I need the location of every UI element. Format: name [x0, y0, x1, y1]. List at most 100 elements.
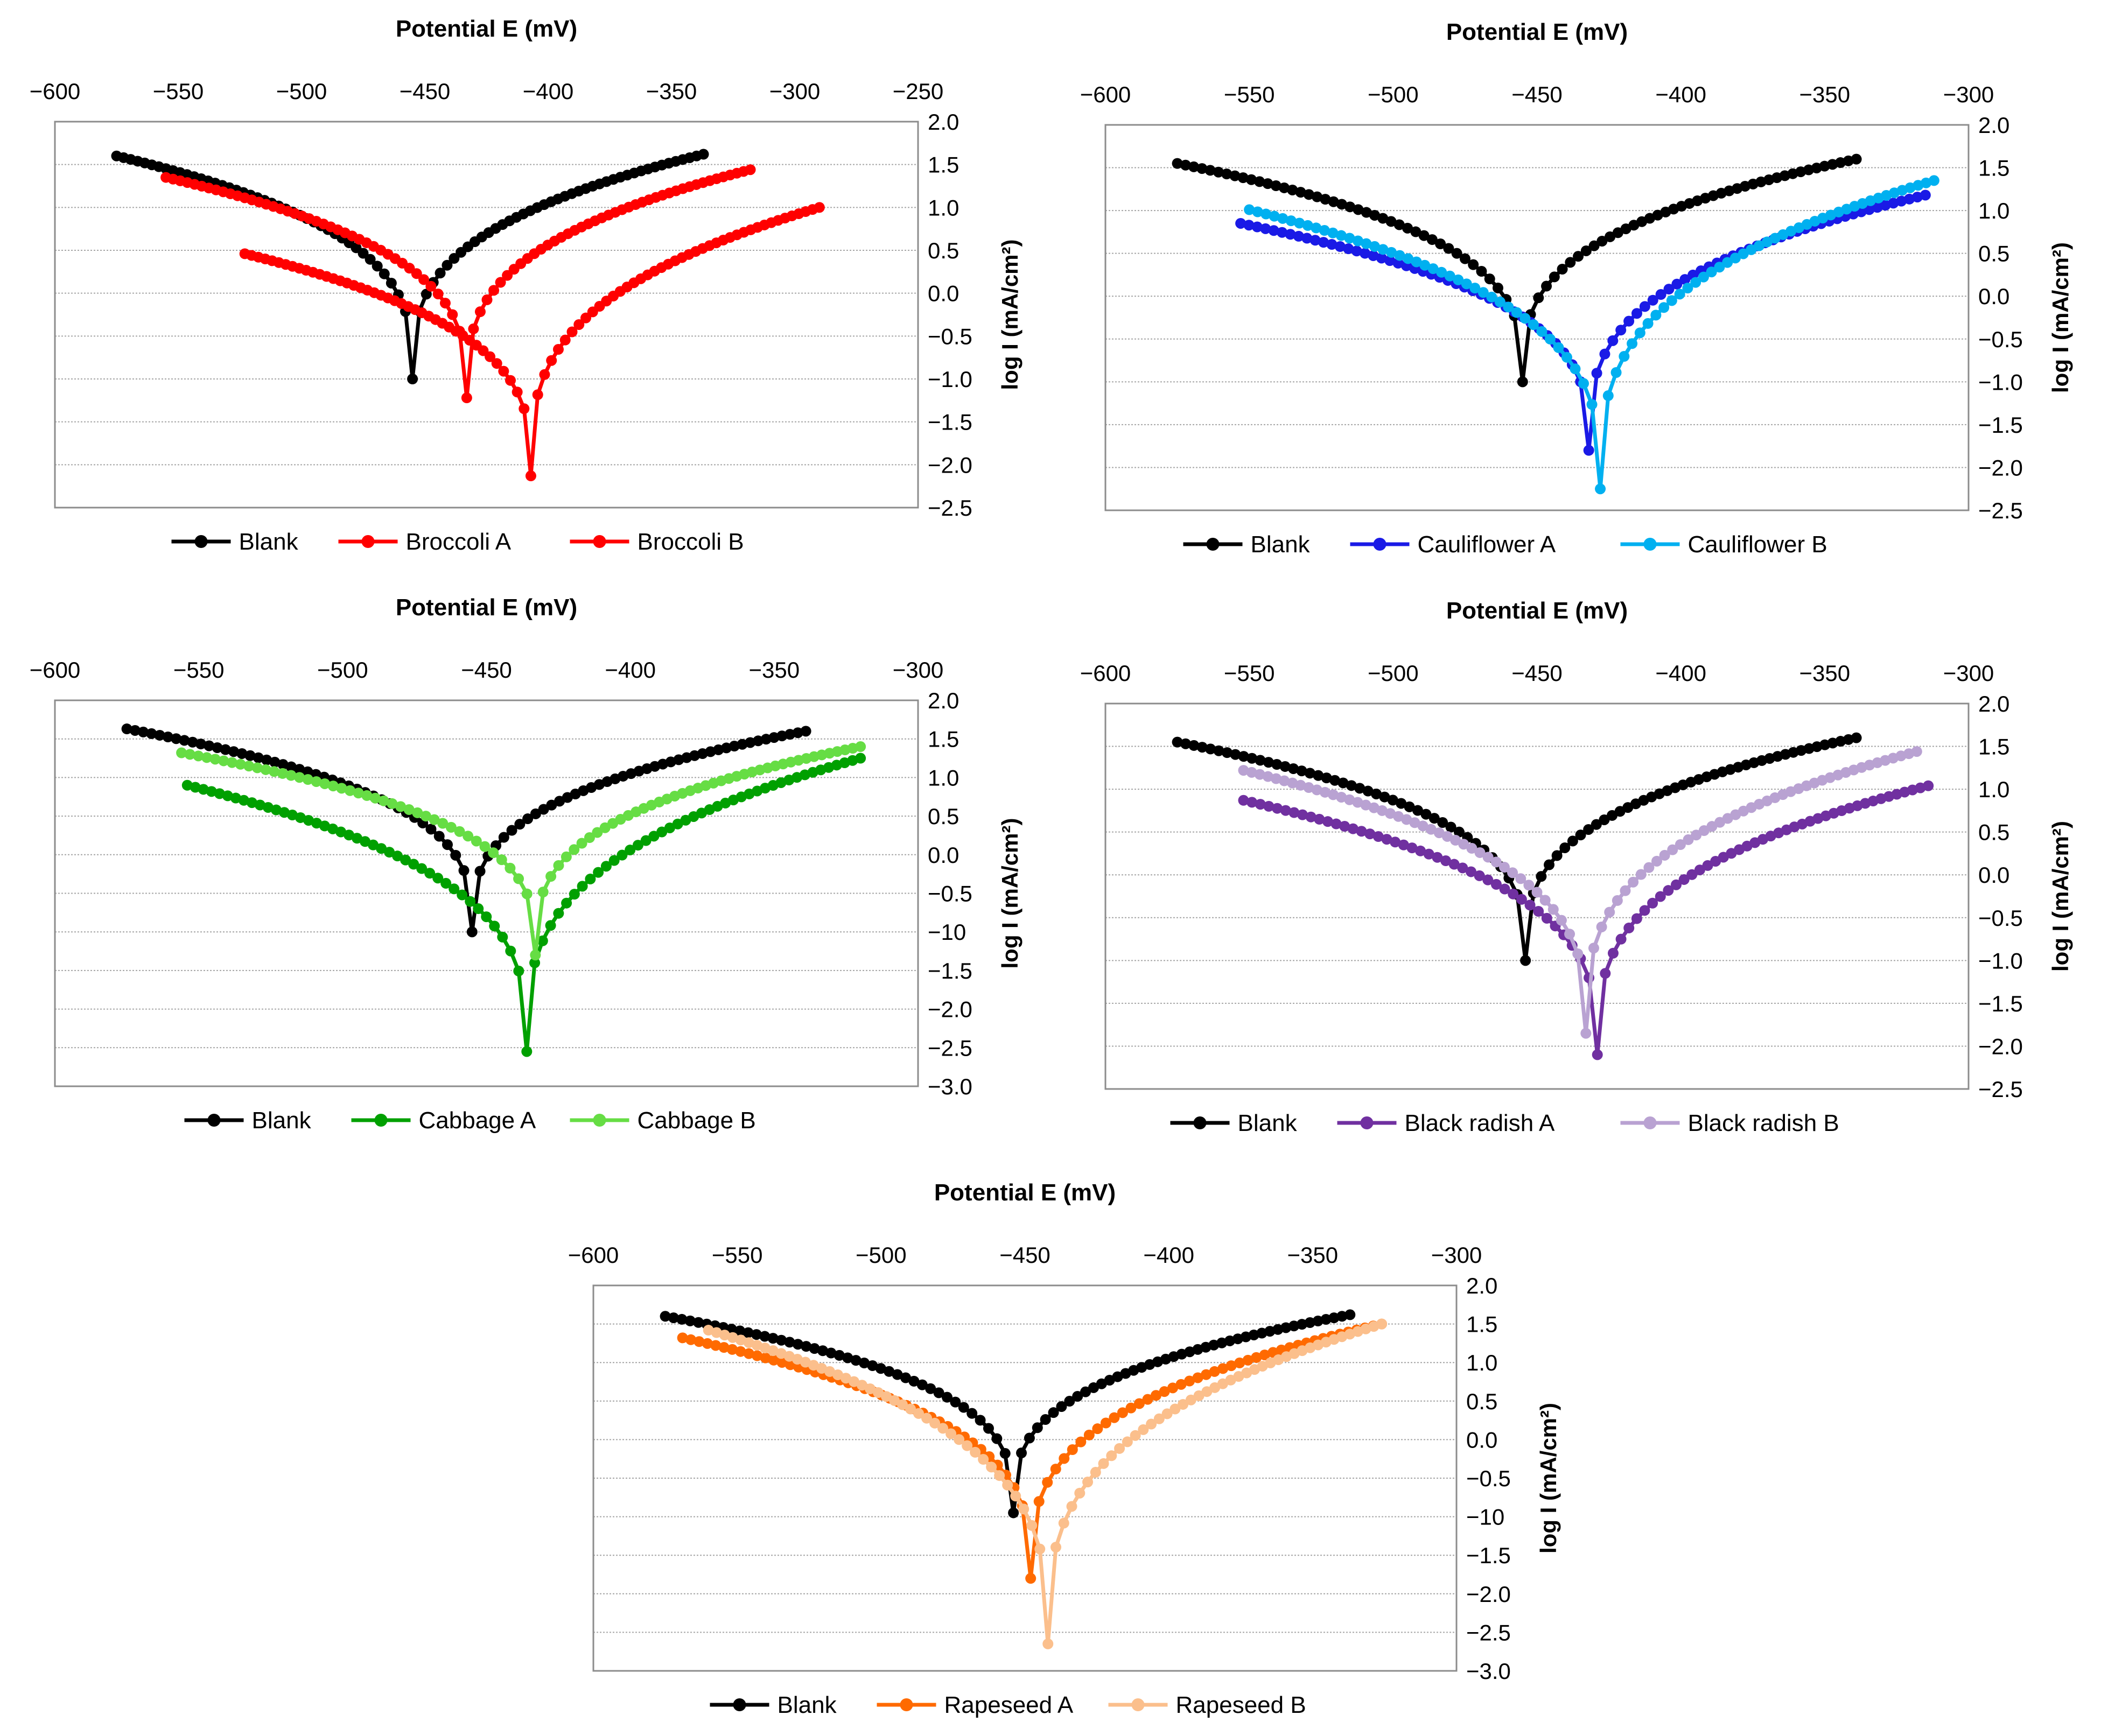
data-point [201, 752, 213, 763]
data-point [867, 1360, 878, 1372]
data-point [1465, 866, 1476, 877]
data-point [566, 326, 578, 338]
data-point [420, 811, 431, 822]
data-point [1453, 274, 1464, 285]
data-point [1138, 1424, 1149, 1435]
data-point [751, 1340, 762, 1351]
data-point [204, 740, 215, 751]
legend-entry: Cauliflower B [1620, 531, 1827, 558]
data-point [1453, 826, 1465, 838]
data-point [734, 1325, 746, 1337]
data-point [238, 795, 249, 806]
data-point [1423, 848, 1434, 860]
data-point [303, 814, 314, 826]
data-point [1369, 209, 1380, 221]
data-point [702, 1338, 713, 1349]
data-point [1346, 780, 1357, 791]
data-point [1294, 217, 1305, 229]
data-point [1303, 782, 1314, 793]
data-point [521, 888, 533, 899]
data-point [400, 854, 411, 866]
data-point [1217, 1363, 1229, 1374]
data-point [1205, 743, 1216, 755]
data-point [1655, 891, 1666, 902]
data-point [1619, 351, 1630, 362]
data-point [983, 1423, 994, 1434]
data-point [1272, 1324, 1284, 1335]
data-point [1706, 266, 1717, 278]
y-tick-label: 0.5 [1978, 820, 2009, 845]
data-point [962, 1440, 973, 1451]
legend-label: Cauliflower B [1688, 531, 1827, 558]
x-tick-label: −350 [1799, 660, 1851, 686]
data-point [546, 799, 557, 811]
data-point [1557, 263, 1568, 275]
data-point [1362, 785, 1374, 797]
data-point [905, 1403, 916, 1415]
data-point [694, 1336, 705, 1347]
data-point [1352, 235, 1363, 247]
data-point [1260, 223, 1271, 234]
data-point [950, 1396, 961, 1408]
data-point [648, 831, 660, 842]
data-point [1381, 834, 1392, 845]
data-point [1592, 1049, 1603, 1060]
data-point [1596, 921, 1607, 932]
data-point [378, 795, 389, 806]
chart-panel-broccoli: Potential E (mV) −600 −550 −500 −450 −400 −350… [0, 0, 1050, 579]
chart-svg-rapeseed: Potential E (mV) −600 −550 −500 −450 −400 −350… [568, 1179, 1561, 1718]
data-point [260, 764, 271, 775]
data-point [1319, 786, 1330, 798]
plot-area [54, 699, 919, 1087]
data-point [1420, 809, 1432, 820]
y-tick-label: −0.5 [1466, 1466, 1511, 1491]
data-point [286, 810, 298, 821]
data-point [600, 861, 612, 872]
data-point [1591, 819, 1602, 830]
data-point [1347, 823, 1358, 834]
data-point [1082, 1477, 1094, 1488]
data-point [1588, 943, 1599, 954]
y-tick-label: −1.5 [928, 410, 972, 435]
data-point [1634, 327, 1645, 339]
x-tick-label: −300 [893, 657, 944, 683]
data-point [1729, 252, 1741, 264]
data-point [855, 753, 866, 764]
data-point [1599, 348, 1610, 360]
data-point [1468, 259, 1479, 270]
data-point [1533, 906, 1544, 917]
y-tick-label: −10 [928, 919, 966, 945]
data-point [236, 748, 248, 759]
data-point [1313, 770, 1324, 781]
data-point [481, 294, 493, 305]
data-point [498, 366, 509, 377]
data-point [1050, 1542, 1062, 1553]
data-point [1663, 284, 1675, 295]
data-point [711, 1327, 722, 1338]
x-tick-label: −450 [1511, 82, 1563, 107]
data-point [569, 844, 580, 855]
data-point [1519, 313, 1531, 324]
data-point [465, 896, 476, 907]
series-blank [1172, 732, 1862, 966]
y-tick-label: −1.5 [1978, 991, 2023, 1016]
legend-label: Black radish A [1405, 1110, 1555, 1136]
data-point [463, 831, 474, 842]
data-point [1188, 161, 1200, 172]
data-point [1578, 378, 1589, 389]
data-point [408, 859, 419, 870]
data-point [1419, 259, 1431, 271]
data-point [1279, 182, 1290, 193]
data-point [1599, 814, 1610, 825]
x-tick-label: −450 [999, 1242, 1050, 1268]
y-tick-label: −2.5 [1466, 1620, 1511, 1645]
data-point [294, 772, 305, 783]
data-point [505, 945, 516, 957]
data-point [1026, 1520, 1038, 1531]
legend-entry: Broccoli A [338, 529, 512, 555]
data-point [437, 818, 449, 829]
data-point [1474, 847, 1486, 858]
data-point [872, 1387, 884, 1398]
data-point [530, 808, 541, 819]
data-point [243, 761, 255, 772]
